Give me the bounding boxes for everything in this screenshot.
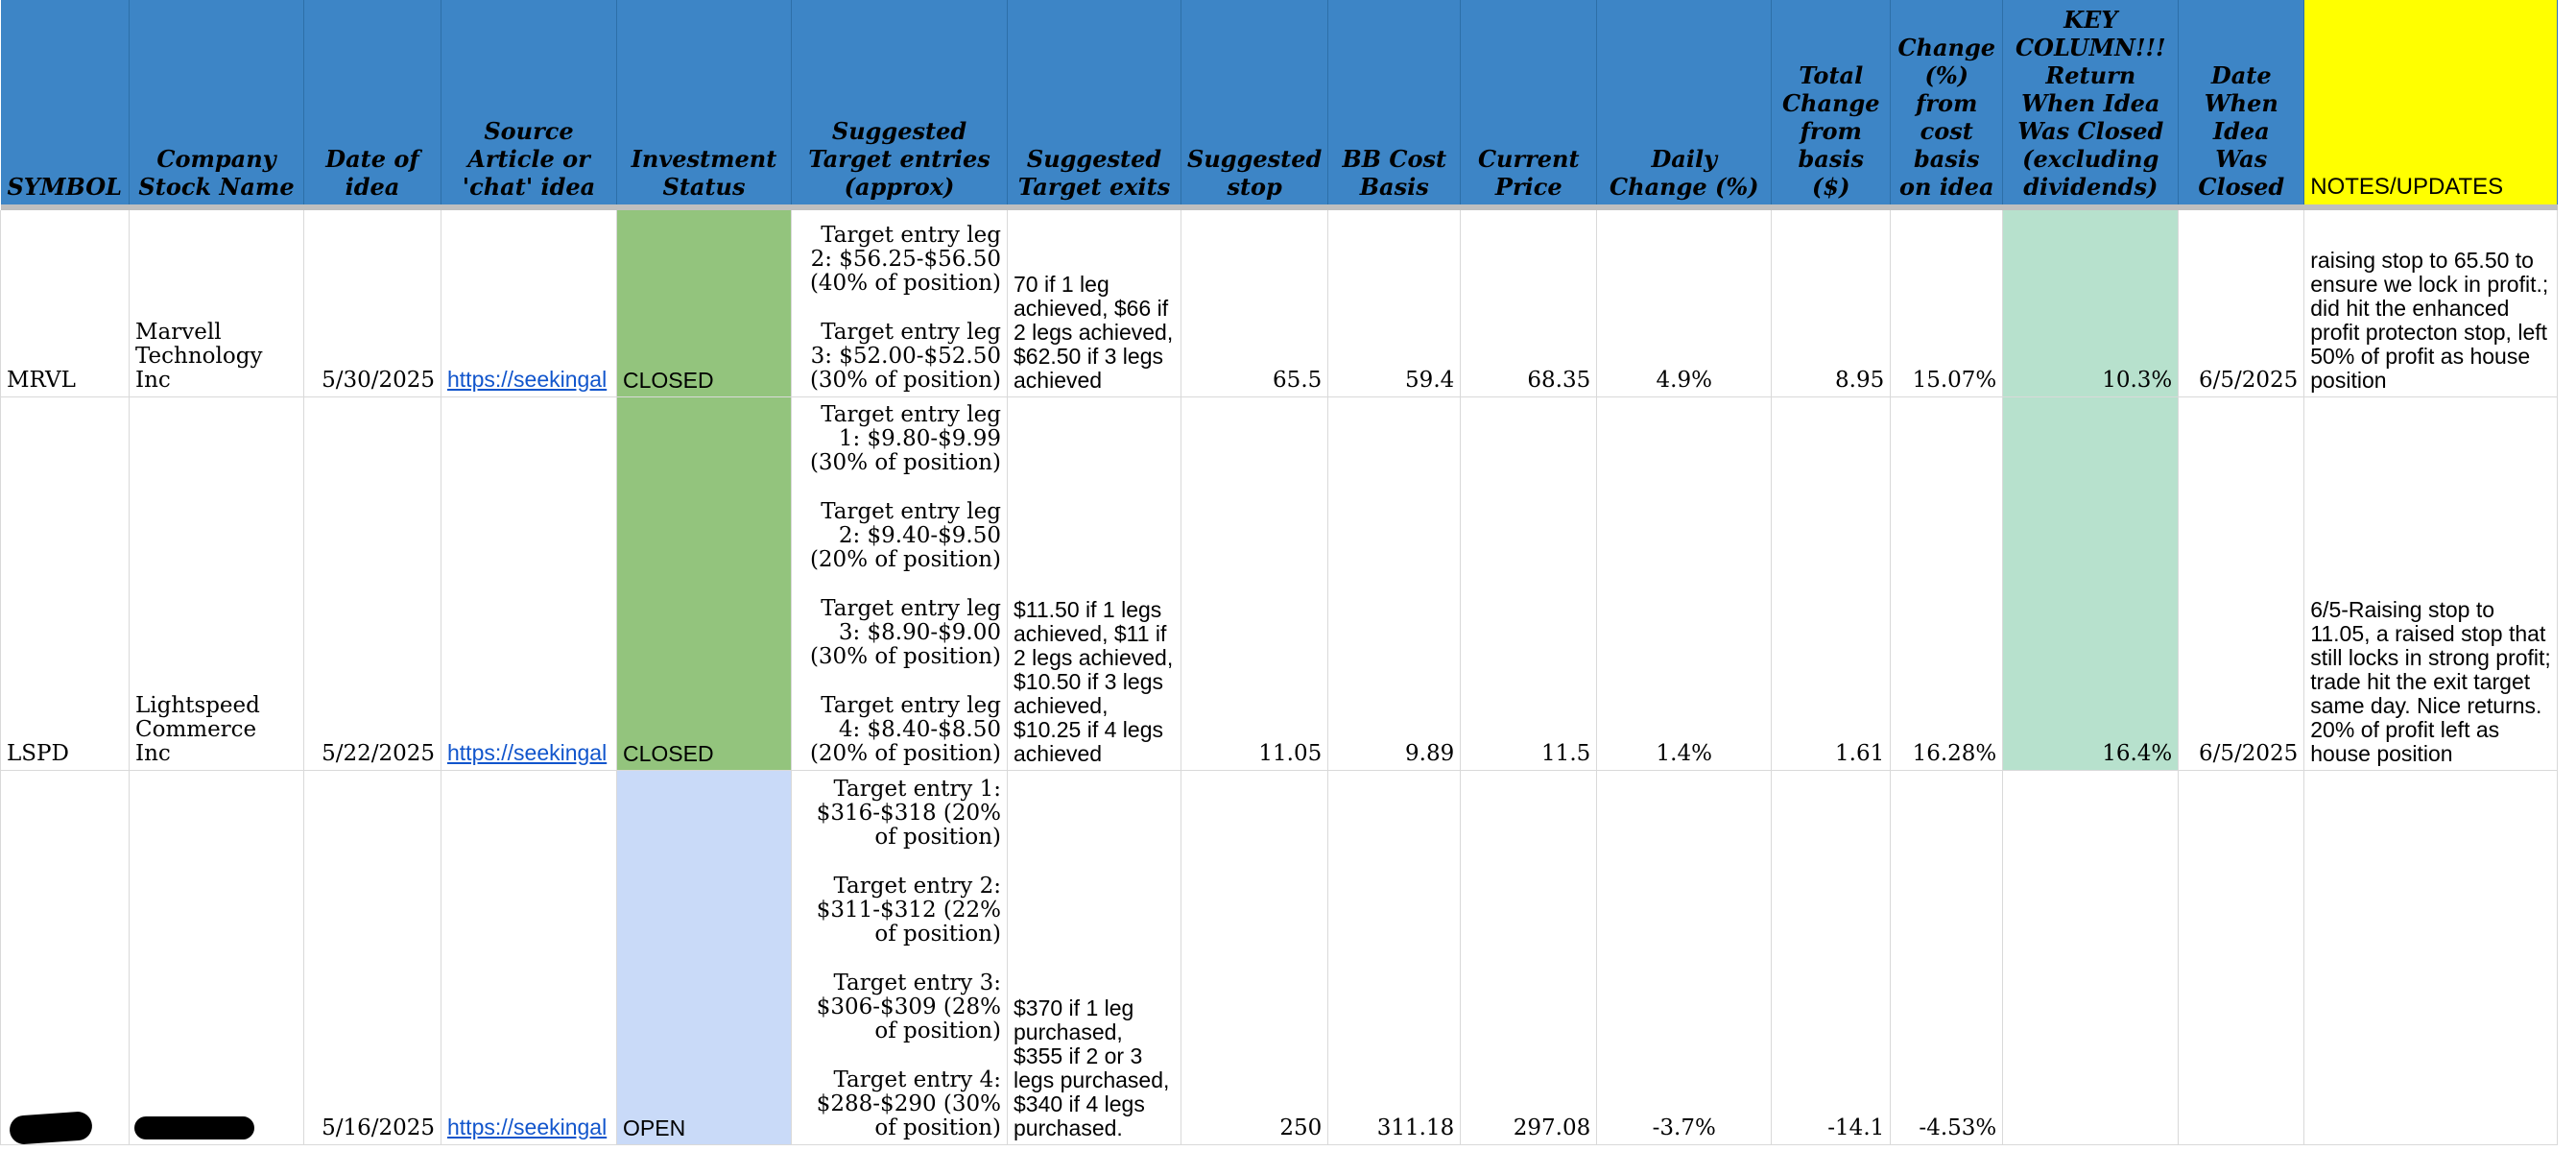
entry-leg: Target entry 2: $311-$312 (22% of positi… — [816, 873, 1001, 947]
cell-key-return[interactable]: 16.4% — [2002, 396, 2180, 771]
cell-change-pct[interactable]: -4.53% — [1890, 770, 2004, 1145]
cell-date-of-idea[interactable]: 5/30/2025 — [303, 210, 441, 397]
cell-current-price[interactable]: 11.5 — [1460, 396, 1598, 771]
cell-notes[interactable] — [2303, 770, 2559, 1145]
header-stop[interactable]: Suggested stop — [1181, 0, 1329, 204]
cell-exits[interactable]: $11.50 if 1 legs achieved, $11 if 2 legs… — [1007, 396, 1181, 771]
cell-source[interactable]: https://seekingal — [441, 770, 617, 1145]
cell-symbol[interactable]: LSPD — [0, 396, 130, 771]
entry-leg: Target entry 1: $316-$318 (20% of positi… — [816, 776, 1001, 850]
cell-cost-basis[interactable]: 9.89 — [1327, 396, 1462, 771]
entry-leg: Target entry 4: $288-$290 (30% of positi… — [816, 1067, 1001, 1140]
cell-total-change[interactable]: -14.1 — [1771, 770, 1892, 1145]
cell-symbol[interactable] — [0, 770, 130, 1145]
source-link[interactable]: https://seekingal — [447, 366, 608, 392]
header-cost-basis[interactable]: BB Cost Basis — [1327, 0, 1462, 204]
header-date-closed[interactable]: Date When Idea Was Closed — [2178, 0, 2305, 204]
cell-change-pct[interactable]: 15.07% — [1890, 210, 2004, 397]
cell-entries[interactable]: Target entry leg 1: $9.80-$9.99 (30% of … — [791, 396, 1008, 771]
cell-notes[interactable]: 6/5-Raising stop to 11.05, a raised stop… — [2303, 396, 2559, 771]
cell-date-of-idea[interactable]: 5/16/2025 — [303, 770, 441, 1145]
cell-company[interactable] — [129, 770, 304, 1145]
entry-leg: Target entry 3: $306-$309 (28% of positi… — [816, 970, 1001, 1043]
cell-stop[interactable]: 11.05 — [1181, 396, 1329, 771]
entry-leg: Target entry leg 4: $8.40-$8.50 (20% of … — [809, 692, 1001, 766]
table-row: 5/16/2025 https://seekingal OPEN Target … — [0, 770, 2559, 1145]
header-total-change[interactable]: Total Change from basis ($) — [1771, 0, 1892, 204]
cell-change-pct[interactable]: 16.28% — [1890, 396, 2004, 771]
cell-company[interactable]: Lightspeed Commerce Inc — [129, 396, 304, 771]
cell-source[interactable]: https://seekingal — [441, 396, 617, 771]
cell-key-return[interactable] — [2002, 770, 2180, 1145]
cell-entries[interactable]: Target entry 1: $316-$318 (20% of positi… — [791, 770, 1008, 1145]
cell-status[interactable]: CLOSED — [616, 396, 792, 771]
header-daily-change[interactable]: Daily Change (%) — [1596, 0, 1773, 204]
cell-stop[interactable]: 65.5 — [1181, 210, 1329, 397]
cell-source[interactable]: https://seekingal — [441, 210, 617, 397]
cell-date-of-idea[interactable]: 5/22/2025 — [303, 396, 441, 771]
cell-exits[interactable]: $370 if 1 leg purchased, $355 if 2 or 3 … — [1007, 770, 1181, 1145]
header-current-price[interactable]: Current Price — [1460, 0, 1598, 204]
header-status[interactable]: Investment Status — [616, 0, 792, 204]
cell-status[interactable]: OPEN — [616, 770, 792, 1145]
entry-leg: Target entry leg 2: $9.40-$9.50 (20% of … — [809, 498, 1001, 572]
cell-entries[interactable]: Target entry leg 2: $56.25-$56.50 (40% o… — [791, 210, 1008, 397]
cell-date-closed[interactable]: 6/5/2025 — [2178, 396, 2305, 771]
cell-current-price[interactable]: 68.35 — [1460, 210, 1598, 397]
cell-current-price[interactable]: 297.08 — [1460, 770, 1598, 1145]
cell-date-closed[interactable]: 6/5/2025 — [2178, 210, 2305, 397]
entry-leg: Target entry leg 3: $8.90-$9.00 (30% of … — [809, 595, 1001, 669]
cell-daily-change[interactable]: 1.4% — [1596, 396, 1773, 771]
source-link[interactable]: https://seekingal — [447, 1114, 608, 1139]
header-company[interactable]: Company Stock Name — [129, 0, 304, 204]
cell-daily-change[interactable]: -3.7% — [1596, 770, 1773, 1145]
cell-cost-basis[interactable]: 59.4 — [1327, 210, 1462, 397]
header-change-pct[interactable]: Change (%) from cost basis on idea — [1890, 0, 2004, 204]
source-link[interactable]: https://seekingal — [447, 739, 608, 765]
cell-status[interactable]: CLOSED — [616, 210, 792, 397]
header-notes[interactable]: NOTES/UPDATES — [2303, 0, 2559, 204]
cell-symbol[interactable]: MRVL — [0, 210, 130, 397]
cell-key-return[interactable]: 10.3% — [2002, 210, 2180, 397]
cell-total-change[interactable]: 8.95 — [1771, 210, 1892, 397]
cell-stop[interactable]: 250 — [1181, 770, 1329, 1145]
header-exits[interactable]: Suggested Target exits — [1007, 0, 1181, 204]
cell-exits[interactable]: 70 if 1 leg achieved, $66 if 2 legs achi… — [1007, 210, 1181, 397]
table-row: MRVL Marvell Technology Inc 5/30/2025 ht… — [0, 210, 2559, 397]
header-separator — [0, 204, 2558, 210]
cell-cost-basis[interactable]: 311.18 — [1327, 770, 1462, 1145]
header-source[interactable]: Source Article or 'chat' idea — [441, 0, 617, 204]
redaction-mark-company — [134, 1116, 254, 1139]
table-row: LSPD Lightspeed Commerce Inc 5/22/2025 h… — [0, 396, 2559, 771]
redaction-mark-symbol — [9, 1111, 93, 1145]
cell-total-change[interactable]: 1.61 — [1771, 396, 1892, 771]
cell-notes[interactable]: raising stop to 65.50 to ensure we lock … — [2303, 210, 2559, 397]
cell-company[interactable]: Marvell Technology Inc — [129, 210, 304, 397]
header-row: SYMBOL Company Stock Name Date of idea S… — [0, 0, 2559, 204]
entry-leg: Target entry leg 2: $56.25-$56.50 (40% o… — [809, 222, 1001, 296]
cell-daily-change[interactable]: 4.9% — [1596, 210, 1773, 397]
entry-leg: Target entry leg 3: $52.00-$52.50 (30% o… — [809, 319, 1001, 393]
header-key-return[interactable]: KEY COLUMN!!! Return When Idea Was Close… — [2002, 0, 2180, 204]
cell-date-closed[interactable] — [2178, 770, 2305, 1145]
header-date-of-idea[interactable]: Date of idea — [303, 0, 441, 204]
header-entries[interactable]: Suggested Target entries (approx) — [791, 0, 1008, 204]
header-symbol[interactable]: SYMBOL — [0, 0, 130, 204]
entry-leg: Target entry leg 1: $9.80-$9.99 (30% of … — [809, 401, 1001, 475]
